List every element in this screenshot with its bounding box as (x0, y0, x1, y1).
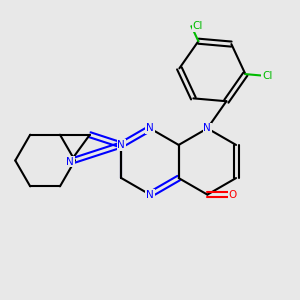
Text: Cl: Cl (262, 70, 273, 81)
Text: O: O (229, 190, 237, 200)
Text: N: N (146, 190, 154, 200)
Text: N: N (67, 157, 74, 166)
Text: N: N (203, 123, 211, 134)
Text: Cl: Cl (193, 21, 203, 31)
Text: N: N (117, 140, 125, 150)
Text: N: N (146, 123, 154, 134)
